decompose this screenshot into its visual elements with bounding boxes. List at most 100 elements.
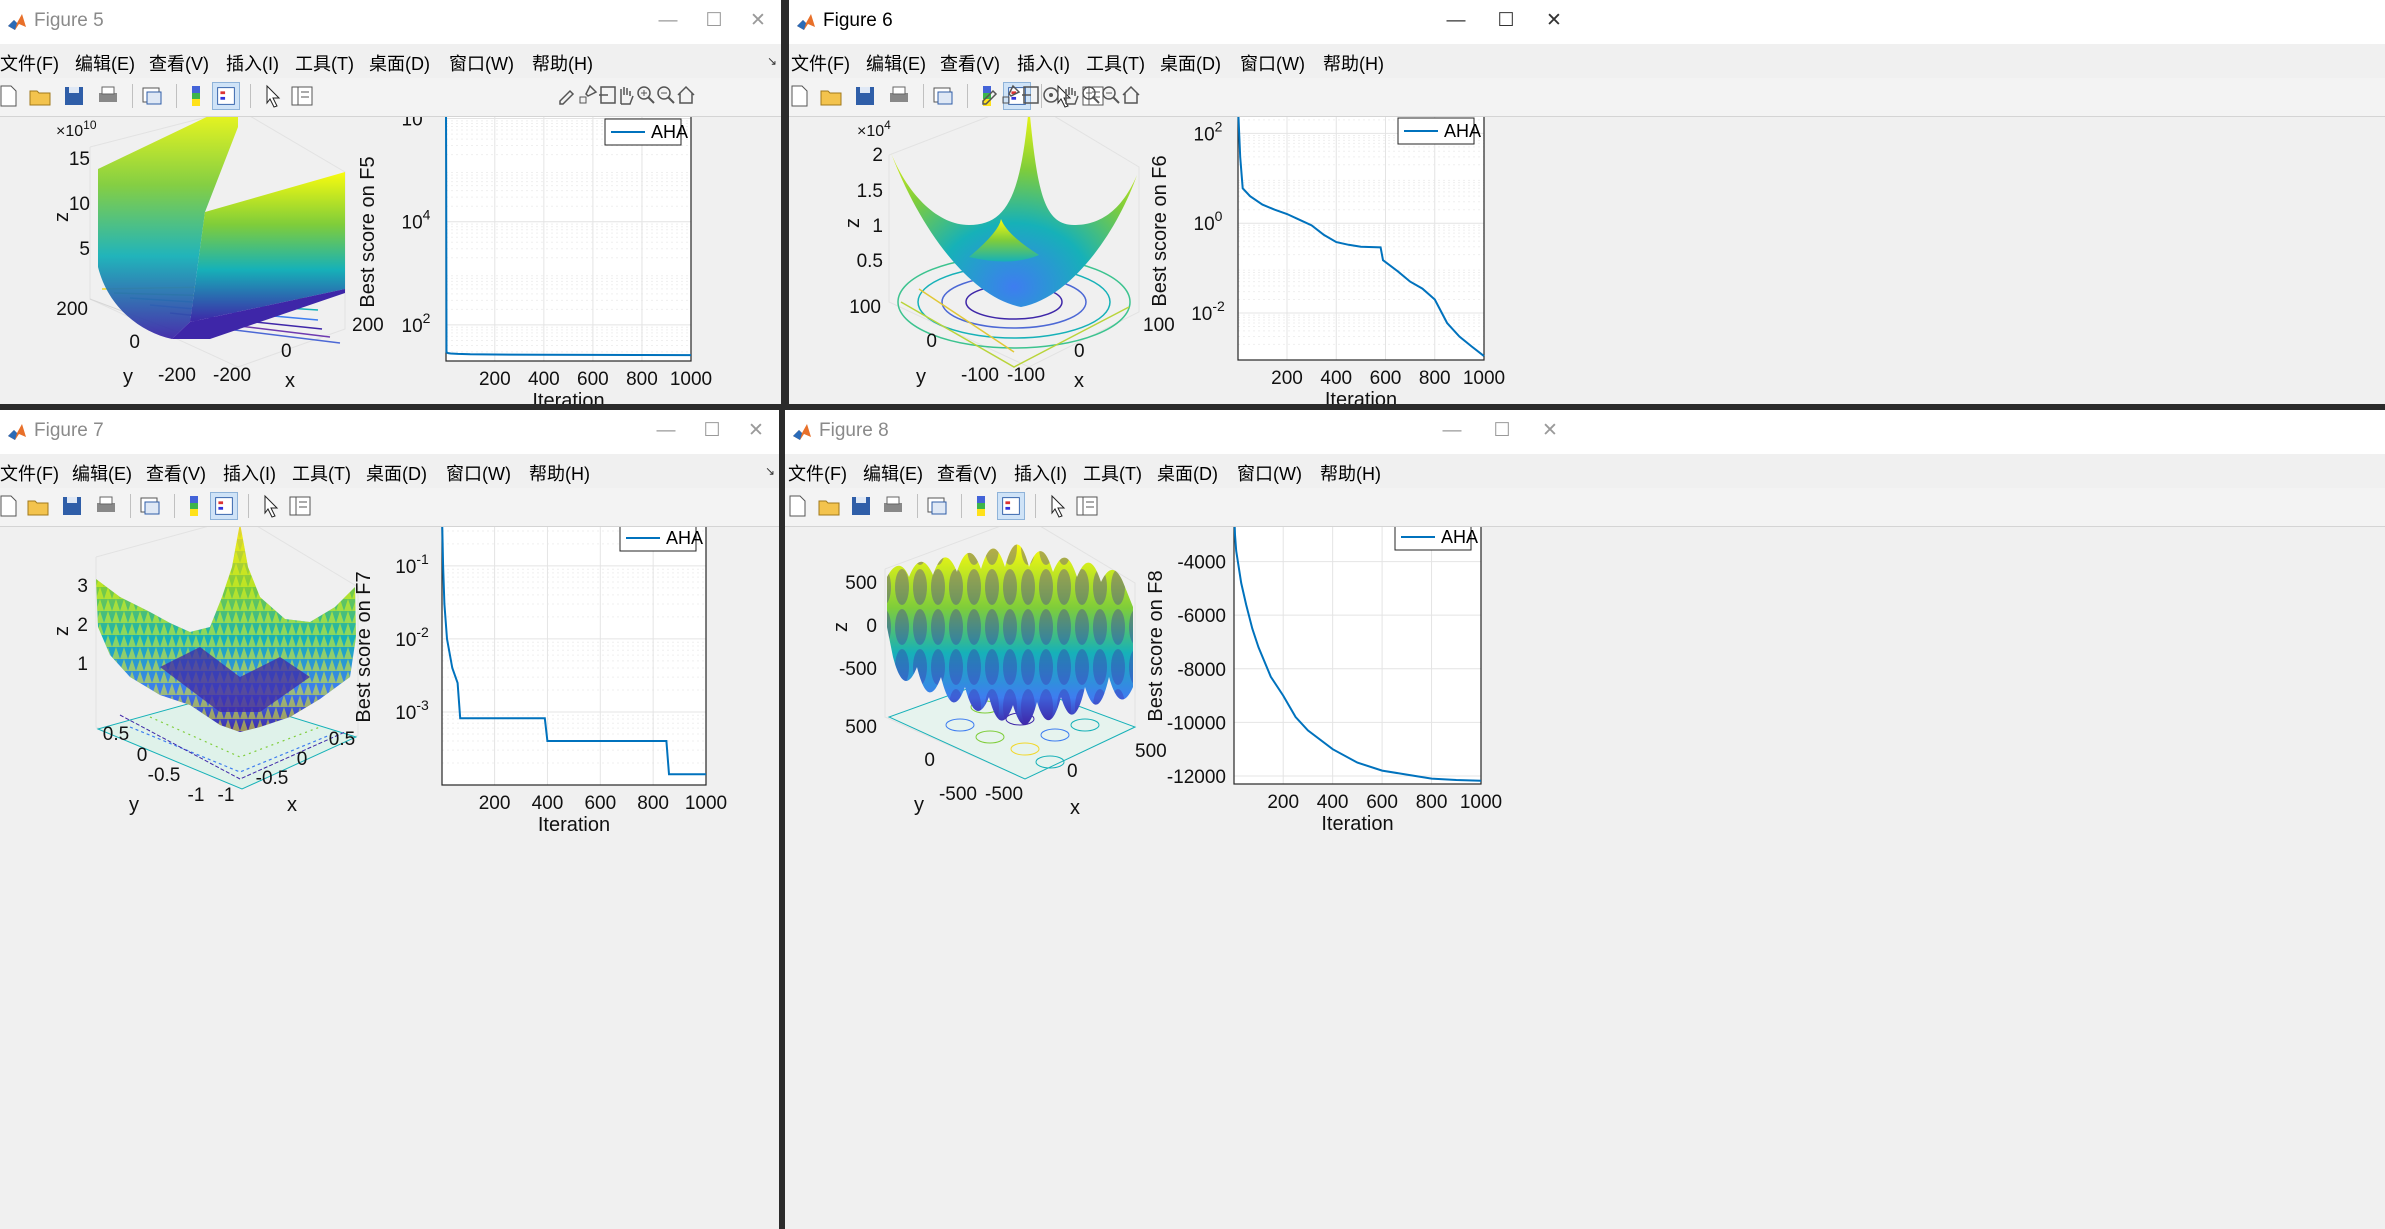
export-icon[interactable] [979, 83, 1003, 107]
open-file-icon[interactable] [26, 82, 54, 110]
menu-help[interactable]: 帮助(H) [1320, 464, 1381, 484]
minimize-button[interactable]: — [656, 420, 676, 441]
edit-plot-arrow-icon[interactable] [1043, 492, 1071, 520]
menu-window[interactable]: 窗口(W) [446, 464, 511, 484]
menu-tools[interactable]: 工具(T) [1086, 54, 1145, 74]
export-icon[interactable] [556, 83, 580, 107]
menu-tools[interactable]: 工具(T) [1083, 464, 1142, 484]
zoom-out-icon[interactable] [654, 83, 678, 107]
home-icon[interactable] [1119, 83, 1143, 107]
open-file-icon[interactable] [24, 492, 52, 520]
menu-desktop[interactable]: 桌面(D) [366, 464, 427, 484]
edit-plot-arrow-icon[interactable] [256, 492, 284, 520]
menu-help[interactable]: 帮助(H) [529, 464, 590, 484]
menu-help[interactable]: 帮助(H) [532, 54, 593, 74]
legend-icon[interactable] [997, 492, 1025, 520]
title-bar[interactable]: Figure 5 — ☐ ✕ [0, 0, 781, 44]
edit-plot-arrow-icon[interactable] [258, 82, 286, 110]
menu-edit[interactable]: 编辑(E) [863, 464, 923, 484]
menu-insert[interactable]: 插入(I) [223, 464, 276, 484]
menu-edit[interactable]: 编辑(E) [866, 54, 926, 74]
close-button[interactable]: ✕ [748, 420, 764, 441]
menu-insert[interactable]: 插入(I) [1014, 464, 1067, 484]
legend[interactable]: AHA [1394, 527, 1478, 551]
minimize-button[interactable]: — [1446, 10, 1466, 31]
close-button[interactable]: ✕ [750, 10, 766, 31]
menu-view[interactable]: 查看(V) [940, 54, 1000, 74]
property-inspector-icon[interactable] [288, 82, 316, 110]
save-icon[interactable] [58, 492, 86, 520]
property-inspector-icon[interactable] [1073, 492, 1101, 520]
convergence-axes-f7[interactable]: 200400600800100010-110-210-3F7IterationB… [353, 527, 727, 836]
menu-view[interactable]: 查看(V) [937, 464, 997, 484]
menu-window[interactable]: 窗口(W) [1240, 54, 1305, 74]
pan-icon[interactable] [1059, 83, 1083, 107]
menu-insert[interactable]: 插入(I) [226, 54, 279, 74]
legend-icon[interactable] [210, 492, 238, 520]
menu-file[interactable]: 文件(F) [0, 464, 59, 484]
legend[interactable]: AHA [1397, 117, 1481, 145]
title-bar[interactable]: Figure 8 — ☐ ✕ [785, 410, 2385, 454]
menu-edit[interactable]: 编辑(E) [72, 464, 132, 484]
convergence-axes-f8[interactable]: 200 400 600 800 1000 -4000 -6000 -8000 -10000 -12… [1145, 527, 1502, 835]
legend-icon[interactable] [212, 82, 240, 110]
save-icon[interactable] [60, 82, 88, 110]
colorbar-icon[interactable] [182, 82, 210, 110]
legend[interactable]: AHA [604, 118, 688, 146]
maximize-button[interactable]: ☐ [1493, 420, 1511, 441]
menu-window[interactable]: 窗口(W) [1237, 464, 1302, 484]
rotate-3d-icon[interactable] [1039, 83, 1063, 107]
home-icon[interactable] [674, 83, 698, 107]
minimize-button[interactable]: — [1442, 420, 1462, 441]
print-icon[interactable] [94, 82, 122, 110]
convergence-axes-f5[interactable]: 200 400 600 800 1000 106 104 102 Iteration Best s… [357, 117, 712, 404]
menu-insert[interactable]: 插入(I) [1017, 54, 1070, 74]
new-figure-icon[interactable] [0, 82, 22, 110]
print-icon[interactable] [885, 82, 913, 110]
zoom-in-icon[interactable] [634, 83, 658, 107]
new-figure-icon[interactable] [785, 492, 811, 520]
menu-edit[interactable]: 编辑(E) [75, 54, 135, 74]
maximize-button[interactable]: ☐ [705, 10, 723, 31]
menu-window[interactable]: 窗口(W) [449, 54, 514, 74]
property-inspector-icon[interactable] [286, 492, 314, 520]
title-bar[interactable]: Figure 6 — ☐ ✕ [789, 0, 2385, 44]
menu-desktop[interactable]: 桌面(D) [1157, 464, 1218, 484]
print-icon[interactable] [879, 492, 907, 520]
surface-axes-f5[interactable]: F5 ×1010 15 10 5 z 200 0 -200 y -200 0 2… [51, 117, 384, 392]
menu-file[interactable]: 文件(F) [0, 54, 59, 74]
dock-arrow-icon[interactable]: ↘ [766, 54, 777, 68]
save-icon[interactable] [847, 492, 875, 520]
open-file-icon[interactable] [815, 492, 843, 520]
colorbar-icon[interactable] [180, 492, 208, 520]
new-figure-icon[interactable] [0, 492, 22, 520]
menu-file[interactable]: 文件(F) [788, 464, 847, 484]
close-button[interactable]: ✕ [1546, 10, 1562, 31]
open-file-icon[interactable] [817, 82, 845, 110]
minimize-button[interactable]: — [658, 10, 678, 31]
surface-axes-f7[interactable]: F7 3 2 1 z 0.5 0 -0.5 -1 y -1 -0.5 0 0.5… [51, 527, 359, 816]
close-button[interactable]: ✕ [1542, 420, 1558, 441]
pan-icon[interactable] [614, 83, 638, 107]
menu-tools[interactable]: 工具(T) [292, 464, 351, 484]
colorbar-icon[interactable] [967, 492, 995, 520]
data-tips-icon[interactable] [596, 83, 620, 107]
link-plot-icon[interactable] [136, 492, 164, 520]
save-icon[interactable] [851, 82, 879, 110]
link-plot-icon[interactable] [138, 82, 166, 110]
zoom-out-icon[interactable] [1099, 83, 1123, 107]
maximize-button[interactable]: ☐ [1497, 10, 1515, 31]
title-bar[interactable]: Figure 7 — ☐ ✕ [0, 410, 779, 454]
menu-desktop[interactable]: 桌面(D) [1160, 54, 1221, 74]
dock-arrow-icon[interactable]: ↘ [764, 464, 775, 478]
menu-file[interactable]: 文件(F) [791, 54, 850, 74]
menu-help[interactable]: 帮助(H) [1323, 54, 1384, 74]
link-plot-icon[interactable] [923, 492, 951, 520]
link-plot-icon[interactable] [929, 82, 957, 110]
legend[interactable]: AHA [619, 527, 703, 552]
brush-icon[interactable] [999, 83, 1023, 107]
zoom-in-icon[interactable] [1079, 83, 1103, 107]
surface-axes-f6[interactable]: ×104 2 1.5 1 0.5 z 100 0 -100 y -100 0 1… [842, 117, 1175, 392]
edit-plot-arrow-icon[interactable] [1049, 82, 1077, 110]
new-figure-icon[interactable] [789, 82, 813, 110]
